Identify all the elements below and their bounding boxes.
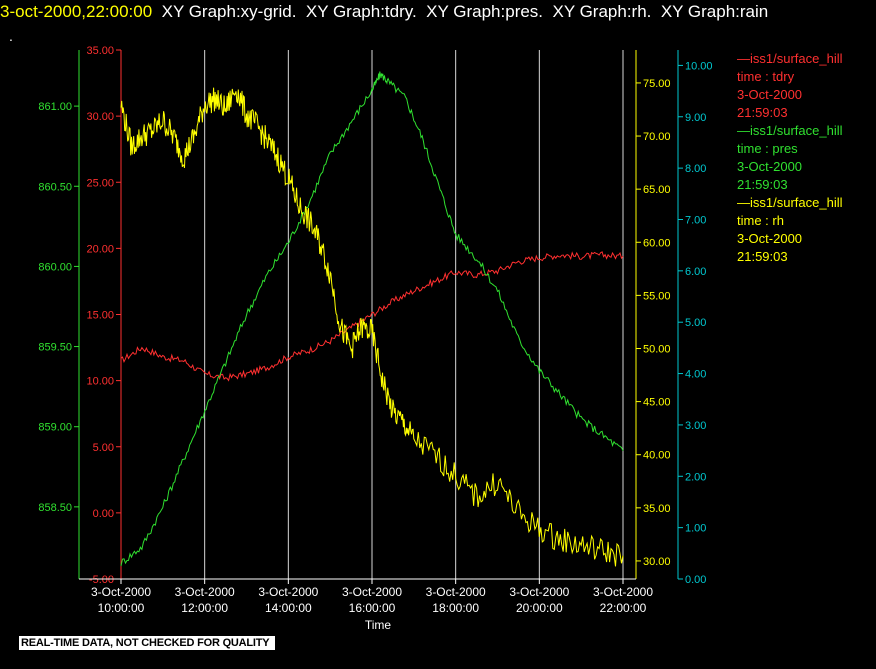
x-axis-label: Time [365, 618, 392, 632]
legend-time: 21:59:03 [737, 177, 788, 192]
tdry-tick-label: 5.00 [93, 442, 114, 454]
rh-tick-label: 40.00 [643, 450, 671, 462]
rain-tick-label: 10.00 [685, 60, 713, 72]
x-tick-time-label: 14:00:00 [265, 601, 312, 615]
pres-tick-label: 860.50 [38, 181, 72, 193]
pres-tick-label: 860.00 [38, 261, 72, 273]
legend-time: 21:59:03 [737, 249, 788, 264]
rh-tick-label: 50.00 [643, 343, 671, 355]
header-dot: . [9, 28, 13, 44]
legend-variable: time : tdry [737, 69, 795, 84]
legend-date: 3-Oct-2000 [737, 159, 803, 174]
legend-time: 21:59:03 [737, 105, 788, 120]
x-tick-time-label: 18:00:00 [432, 601, 479, 615]
x-tick-time-label: 16:00:00 [349, 601, 396, 615]
x-tick-time-label: 22:00:00 [600, 601, 647, 615]
tdry-tick-label: 30.00 [86, 111, 114, 123]
pres-tick-label: 858.50 [38, 502, 72, 514]
rh-tick-label: 30.00 [643, 556, 671, 568]
rain-tick-label: 8.00 [685, 163, 706, 175]
legend-variable: time : pres [737, 141, 798, 156]
x-tick-time-label: 10:00:00 [98, 601, 145, 615]
rain-tick-label: 3.00 [685, 420, 706, 432]
x-tick-time-label: 20:00:00 [516, 601, 563, 615]
quality-warning-banner: REAL-TIME DATA, NOT CHECKED FOR QUALITY [19, 636, 276, 650]
rh-tick-label: 75.00 [643, 78, 671, 90]
legend-series-name: —iss1/surface_hill [737, 123, 843, 138]
legend-series-name: —iss1/surface_hill [737, 195, 843, 210]
x-tick-date-label: 3-Oct-2000 [175, 585, 235, 599]
tdry-tick-label: 0.00 [93, 508, 114, 520]
legend-variable: time : rh [737, 213, 784, 228]
x-tick-date-label: 3-Oct-2000 [593, 585, 653, 599]
x-tick-date-label: 3-Oct-2000 [426, 585, 486, 599]
tdry-tick-label: 25.00 [86, 177, 114, 189]
pres-tick-label: 859.00 [38, 422, 72, 434]
pres-tick-label: 859.50 [38, 342, 72, 354]
x-tick-date-label: 3-Oct-2000 [509, 585, 569, 599]
rain-tick-label: 9.00 [685, 112, 706, 124]
series-line-rh [120, 87, 624, 567]
rain-tick-label: 2.00 [685, 471, 706, 483]
tdry-tick-label: 35.00 [86, 45, 114, 57]
legend-entry-pres: —iss1/surface_hill time : pres 3-Oct-200… [737, 122, 876, 194]
series-line-tdry [120, 251, 624, 382]
legend-entry-rh: —iss1/surface_hill time : rh 3-Oct-2000 … [737, 194, 876, 266]
rain-tick-label: 6.00 [685, 266, 706, 278]
rain-tick-label: 7.00 [685, 214, 706, 226]
tdry-tick-label: 15.00 [86, 310, 114, 322]
header-graph-titles: XY Graph:xy-grid. XY Graph:tdry. XY Grap… [152, 2, 769, 21]
rain-tick-label: 5.00 [685, 317, 706, 329]
header-timestamp: 3-oct-2000,22:00:00 [0, 2, 153, 21]
x-tick-time-label: 12:00:00 [181, 601, 228, 615]
graph-header: 3-oct-2000,22:00:00 XY Graph:xy-grid. XY… [0, 2, 768, 22]
legend-series-name: —iss1/surface_hill [737, 51, 843, 66]
pres-tick-label: 861.00 [38, 101, 72, 113]
rh-tick-label: 60.00 [643, 237, 671, 249]
series-line-pres [120, 71, 624, 567]
rain-tick-label: 0.00 [685, 574, 706, 586]
tdry-tick-label: -5.00 [89, 574, 114, 586]
rh-tick-label: 45.00 [643, 397, 671, 409]
legend-date: 3-Oct-2000 [737, 87, 803, 102]
rh-tick-label: 65.00 [643, 184, 671, 196]
x-tick-date-label: 3-Oct-2000 [91, 585, 151, 599]
rh-tick-label: 70.00 [643, 131, 671, 143]
x-tick-date-label: 3-Oct-2000 [342, 585, 402, 599]
tdry-tick-label: 10.00 [86, 376, 114, 388]
rain-tick-label: 4.00 [685, 369, 706, 381]
rh-tick-label: 35.00 [643, 503, 671, 515]
legend-date: 3-Oct-2000 [737, 231, 803, 246]
tdry-tick-label: 20.00 [86, 243, 114, 255]
x-tick-date-label: 3-Oct-2000 [258, 585, 318, 599]
legend-entry-tdry: —iss1/surface_hill time : tdry 3-Oct-200… [737, 50, 876, 122]
rain-tick-label: 1.00 [685, 523, 706, 535]
rh-tick-label: 55.00 [643, 290, 671, 302]
legend: —iss1/surface_hill time : tdry 3-Oct-200… [737, 50, 876, 266]
